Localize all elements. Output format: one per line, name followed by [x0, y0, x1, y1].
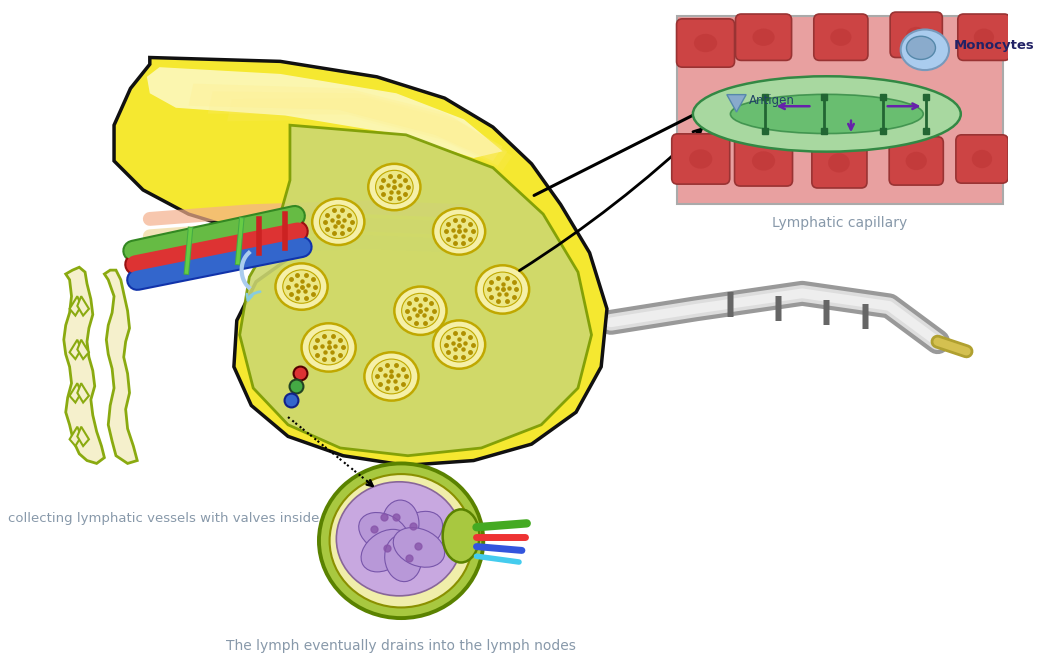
Ellipse shape: [828, 153, 850, 172]
FancyBboxPatch shape: [814, 14, 868, 60]
Polygon shape: [77, 340, 89, 359]
Polygon shape: [77, 383, 89, 403]
FancyBboxPatch shape: [672, 134, 730, 184]
Polygon shape: [240, 125, 591, 456]
Polygon shape: [114, 57, 607, 466]
Ellipse shape: [752, 151, 775, 170]
Polygon shape: [70, 427, 81, 446]
FancyBboxPatch shape: [735, 14, 792, 60]
Ellipse shape: [906, 36, 936, 59]
Ellipse shape: [689, 150, 712, 168]
Ellipse shape: [402, 293, 439, 328]
Ellipse shape: [364, 352, 418, 401]
FancyBboxPatch shape: [955, 135, 1009, 183]
FancyBboxPatch shape: [811, 138, 867, 188]
Ellipse shape: [382, 500, 419, 546]
Ellipse shape: [694, 34, 718, 52]
Ellipse shape: [974, 29, 994, 46]
Ellipse shape: [319, 464, 483, 618]
Polygon shape: [70, 340, 81, 359]
Polygon shape: [70, 296, 81, 315]
Ellipse shape: [972, 150, 992, 168]
Text: Antigen: Antigen: [749, 94, 795, 107]
Ellipse shape: [440, 327, 478, 362]
Ellipse shape: [330, 474, 472, 607]
Ellipse shape: [905, 152, 927, 170]
Ellipse shape: [752, 29, 775, 46]
Ellipse shape: [368, 164, 420, 210]
Ellipse shape: [901, 29, 949, 70]
FancyBboxPatch shape: [677, 19, 734, 67]
Ellipse shape: [275, 263, 328, 310]
Ellipse shape: [375, 170, 413, 204]
Ellipse shape: [385, 534, 421, 582]
Ellipse shape: [476, 265, 529, 314]
Ellipse shape: [440, 215, 478, 248]
Ellipse shape: [484, 272, 522, 307]
Polygon shape: [147, 67, 503, 158]
Ellipse shape: [830, 29, 851, 46]
Text: collecting lymphatic vessels with valves inside: collecting lymphatic vessels with valves…: [7, 512, 319, 525]
Polygon shape: [77, 296, 89, 315]
Ellipse shape: [372, 359, 411, 394]
Ellipse shape: [393, 528, 444, 567]
FancyBboxPatch shape: [734, 136, 793, 186]
Ellipse shape: [433, 208, 485, 255]
Ellipse shape: [442, 510, 480, 562]
Ellipse shape: [309, 330, 348, 365]
Ellipse shape: [283, 270, 320, 303]
Polygon shape: [208, 92, 507, 166]
Ellipse shape: [393, 511, 442, 553]
Ellipse shape: [319, 205, 357, 238]
Ellipse shape: [359, 512, 409, 553]
Ellipse shape: [906, 27, 926, 43]
Ellipse shape: [730, 94, 923, 134]
Ellipse shape: [336, 482, 462, 596]
Polygon shape: [189, 84, 503, 161]
Polygon shape: [70, 383, 81, 403]
Ellipse shape: [301, 323, 356, 371]
Ellipse shape: [433, 321, 485, 369]
Text: The lymph eventually drains into the lymph nodes: The lymph eventually drains into the lym…: [226, 639, 576, 653]
Text: Lymphatic capillary: Lymphatic capillary: [772, 216, 907, 230]
Ellipse shape: [394, 287, 446, 335]
Text: Monocytes: Monocytes: [954, 39, 1035, 52]
FancyBboxPatch shape: [890, 137, 943, 185]
Ellipse shape: [361, 529, 409, 572]
Polygon shape: [104, 270, 138, 464]
Polygon shape: [77, 427, 89, 446]
Ellipse shape: [693, 76, 961, 152]
Polygon shape: [727, 95, 746, 112]
Ellipse shape: [312, 198, 364, 245]
FancyBboxPatch shape: [677, 16, 1003, 204]
Polygon shape: [227, 98, 512, 170]
FancyBboxPatch shape: [890, 12, 942, 57]
Polygon shape: [64, 267, 104, 464]
FancyBboxPatch shape: [957, 14, 1010, 60]
